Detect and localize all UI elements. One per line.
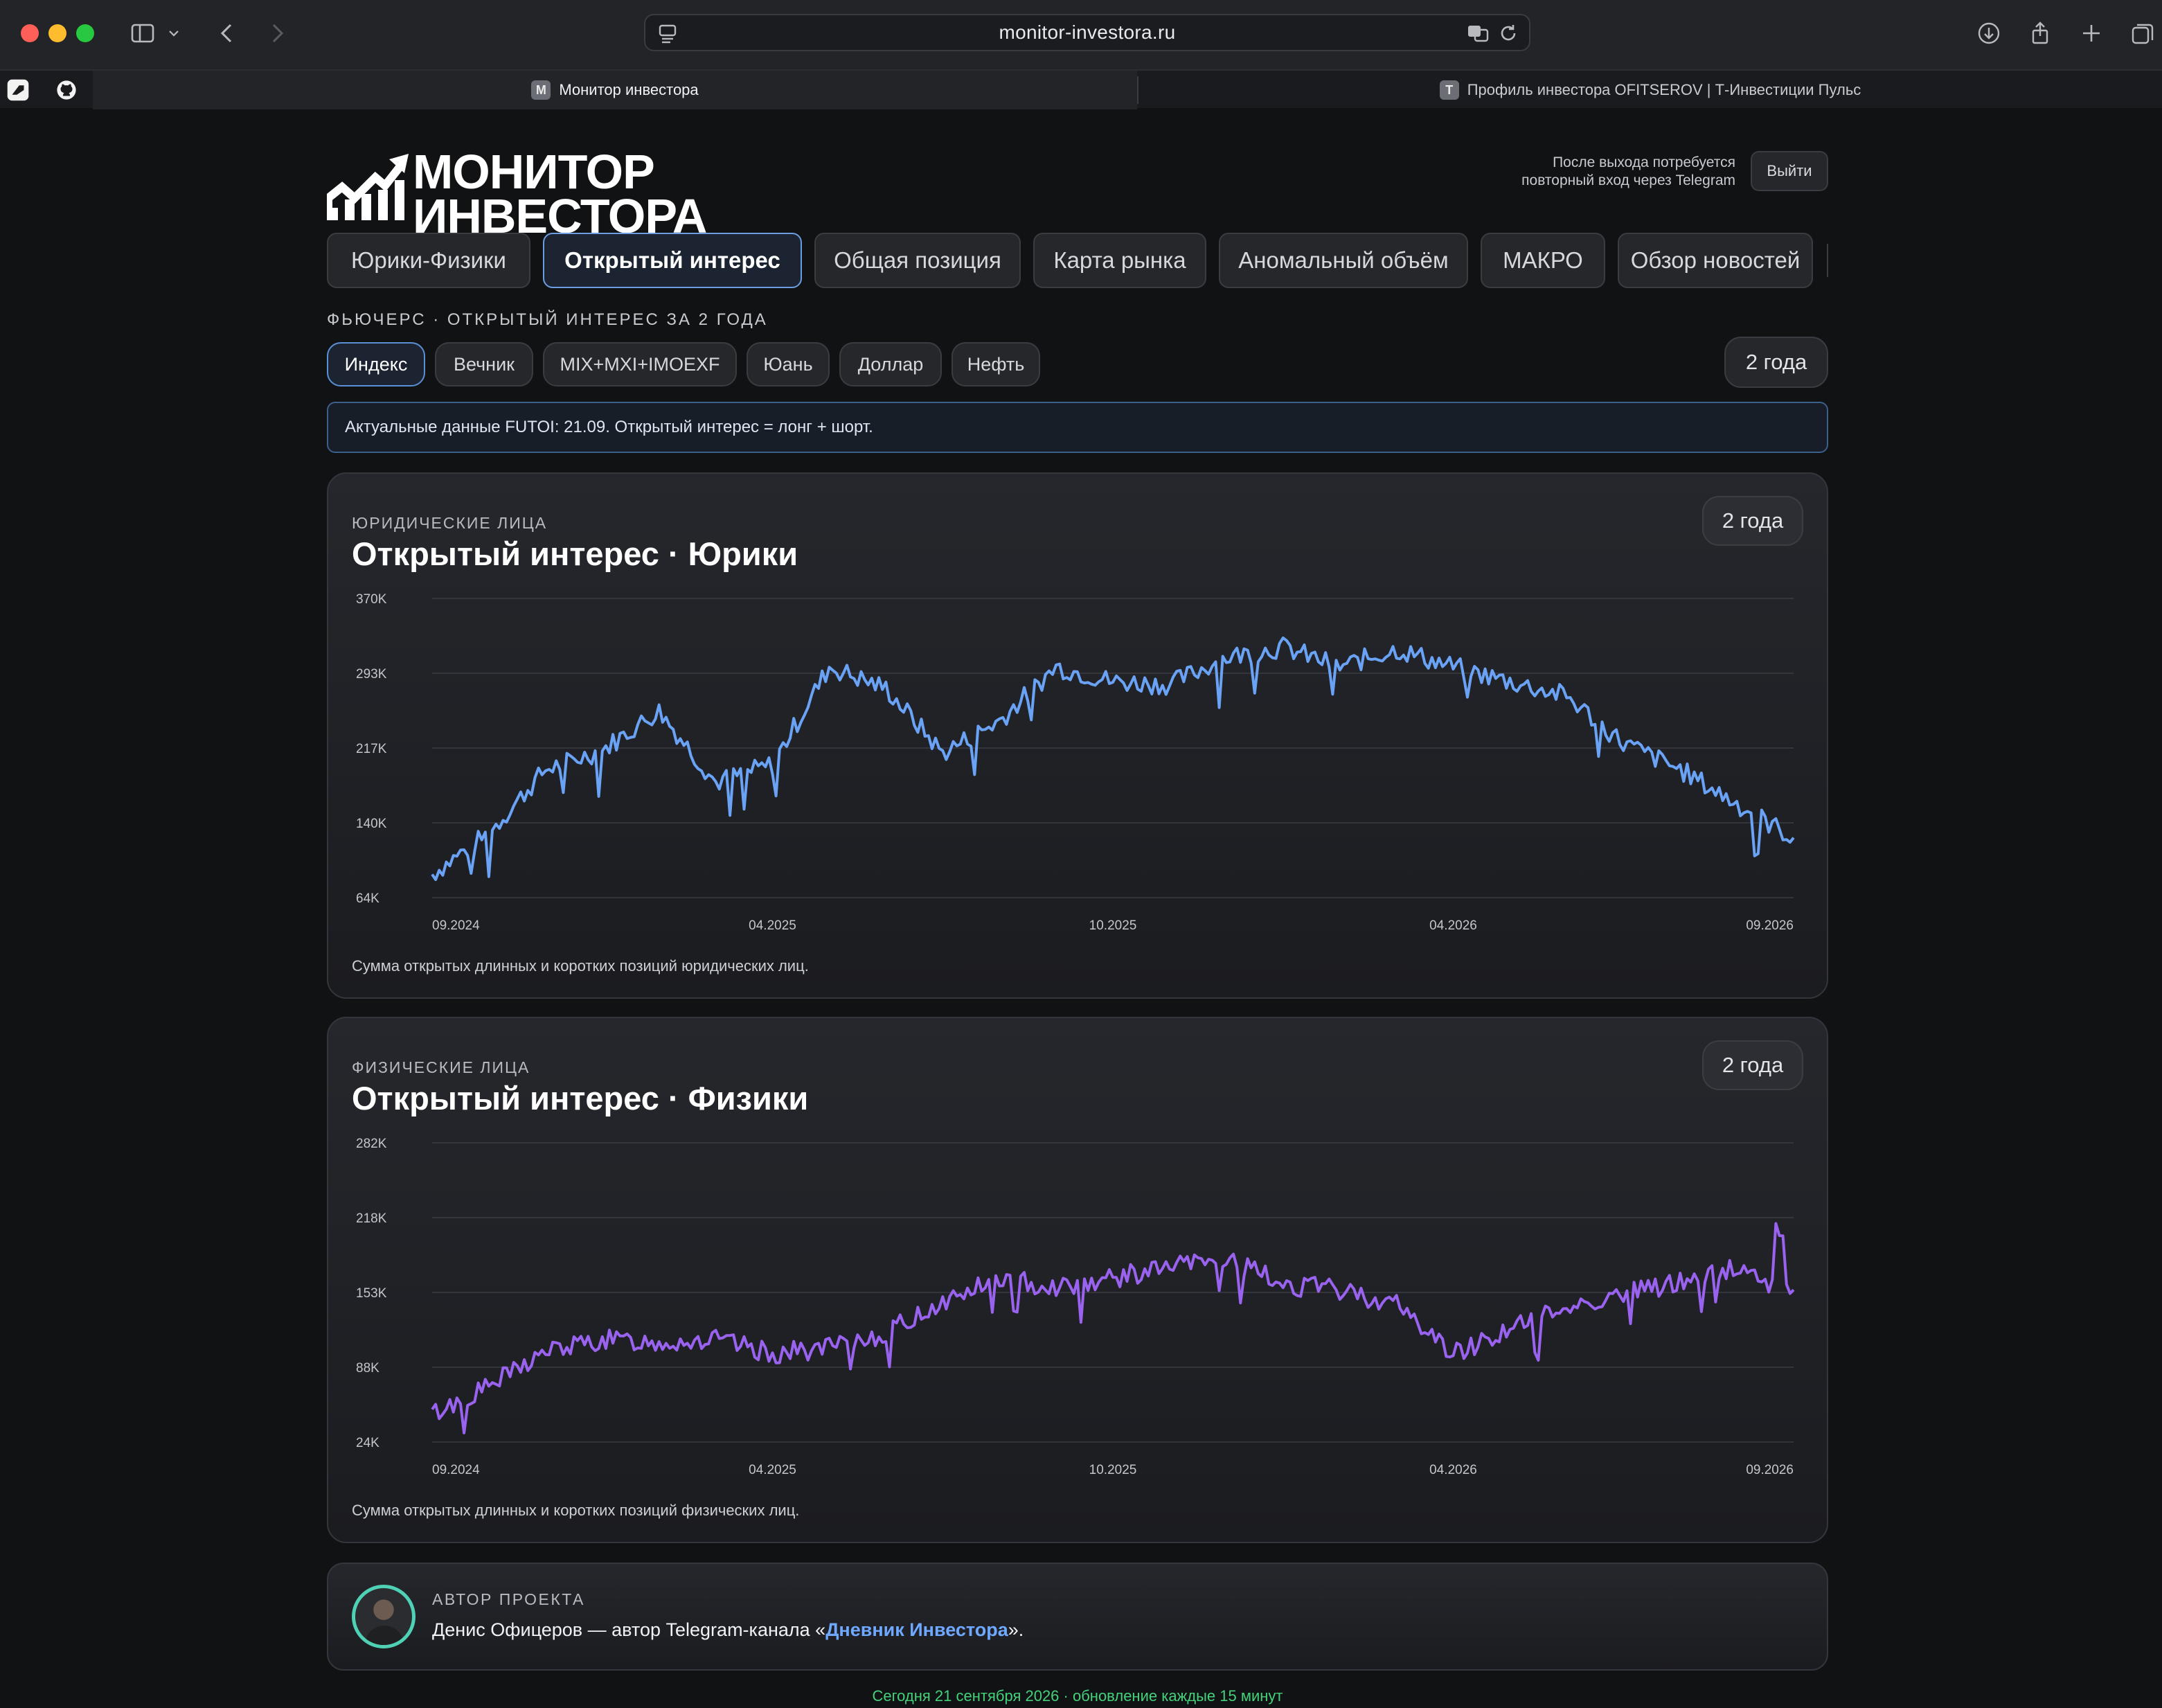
data-notice: Актуальные данные FUTOI: 21.09. Открытый… [327,402,1828,453]
share-icon[interactable] [2022,15,2058,51]
chevron-down-icon[interactable] [163,15,184,51]
pill-oil[interactable]: Нефть [952,342,1040,386]
card-title: Открытый интерес · Физики [352,1080,809,1117]
card-title: Открытый интерес · Юрики [352,535,798,572]
close-window-button[interactable] [21,24,39,42]
address-bar[interactable]: monitor-investora.ru [644,14,1530,51]
translate-icon[interactable] [1465,21,1490,46]
pill-vechnik[interactable]: Вечник [435,342,533,386]
reload-icon[interactable] [1496,21,1521,46]
tab-favicon: M [531,80,551,100]
pill-dollar[interactable]: Доллар [839,342,942,386]
browser-tab-bar: M Монитор инвестора T Профиль инвестора … [0,69,2162,109]
card-kicker: ФИЗИЧЕСКИЕ ЛИЦА [352,1058,530,1076]
y-tick-label: 282K [356,1137,387,1151]
x-tick-label: 04.2026 [1429,1463,1477,1477]
y-tick-label: 88K [356,1361,379,1376]
x-tick-label: 04.2025 [749,1463,796,1477]
logo-chart-icon [327,154,409,220]
x-tick-label: 10.2025 [1089,1463,1137,1477]
author-text-before: Денис Офицеров — автор Telegram-канала « [432,1619,826,1640]
nav-tab-news-review[interactable]: Обзор новостей [1618,233,1813,288]
x-tick-label: 10.2025 [1089,918,1137,933]
card-footnote: Сумма открытых длинных и коротких позици… [352,1502,800,1519]
x-tick-label: 09.2026 [1746,1463,1794,1477]
tab-title: Профиль инвестора OFITSEROV | Т-Инвестиц… [1467,81,1861,98]
nav-tab-open-interest[interactable]: Открытый интерес [543,233,802,288]
pill-yuan[interactable]: Юань [747,342,830,386]
x-tick-label: 09.2024 [432,1463,480,1477]
minimize-window-button[interactable] [48,24,66,42]
nav-tab-macro[interactable]: МАКРО [1481,233,1605,288]
chart-card-fiziki: ФИЗИЧЕСКИЕ ЛИЦА Открытый интерес · Физик… [327,1017,1828,1543]
x-tick-label: 09.2024 [432,918,480,933]
nav-tab-yuriki-fiziki[interactable]: Юрики-Физики [327,233,530,288]
nav-tab-total-position[interactable]: Общая позиция [814,233,1021,288]
card-footnote: Сумма открытых длинных и коротких позици… [352,957,809,975]
author-kicker: АВТОР ПРОЕКТА [432,1590,585,1608]
avatar [352,1585,416,1648]
y-tick-label: 293K [356,667,387,682]
card-kicker: ЮРИДИЧЕСКИЕ ЛИЦА [352,514,548,532]
series-line [431,1222,1795,1434]
pill-index[interactable]: Индекс [327,342,425,386]
author-channel-link[interactable]: Дневник Инвестора [825,1619,1008,1640]
logout-note: После выхода потребуется повторный вход … [1521,154,1735,190]
browser-chrome: monitor-investora.ru M [0,0,2162,109]
tab-overview-icon[interactable] [2125,15,2161,51]
pill-mix[interactable]: MIX+MXI+IMOEXF [543,342,737,386]
github-icon[interactable] [53,76,80,104]
tab-favicon: T [1439,80,1459,100]
y-tick-label: 218K [356,1211,387,1226]
browser-tab-monitor[interactable]: M Монитор инвестора [93,71,1137,109]
update-status: Сегодня 21 сентября 2026 · обновление ка… [872,1687,1283,1705]
downloads-icon[interactable] [1971,15,2007,51]
page-menu-icon[interactable] [655,21,680,46]
y-tick-label: 24K [356,1436,379,1450]
logout-button[interactable]: Выйти [1751,151,1828,191]
x-tick-label: 09.2026 [1746,918,1794,933]
new-tab-plus-icon[interactable] [2073,15,2109,51]
section-caption: ФЬЮЧЕРС · ОТКРЫТЫЙ ИНТЕРЕС ЗА 2 ГОДА [327,310,768,329]
author-card: АВТОР ПРОЕКТА Денис Офицеров — автор Tel… [327,1563,1828,1671]
series-line [431,637,1795,881]
nav-tab-anomalous-volume[interactable]: Аномальный объём [1219,233,1468,288]
y-tick-label: 217K [356,742,387,756]
forward-arrow-icon[interactable] [259,15,295,51]
tab-title: Монитор инвестора [559,81,699,98]
site-logo[interactable]: МОНИТОР ИНВЕСТОРА [327,129,756,240]
open-interest-fiziki-chart: 282K 218K 153K 88K 24K 09.2024 04.2025 10.2025 0… [356,1137,1795,1477]
url-text[interactable]: monitor-investora.ru [999,21,1176,43]
maximize-window-button[interactable] [76,24,94,42]
card-period-button[interactable]: 2 года [1702,1040,1803,1090]
pinned-tab-app-icon[interactable] [4,76,32,104]
main-nav: Юрики-Физики Открытый интерес Общая пози… [327,233,1828,288]
author-text: Денис Офицеров — автор Telegram-канала «… [432,1619,1024,1641]
logo-line-2: ИНВЕСТОРА [413,189,707,243]
author-text-after: ». [1008,1619,1024,1640]
browser-tab-profile[interactable]: T Профиль инвестора OFITSEROV | Т-Инвест… [1138,71,2162,109]
y-tick-label: 153K [356,1286,387,1301]
y-tick-label: 64K [356,891,379,906]
chart-card-yuriki: ЮРИДИЧЕСКИЕ ЛИЦА Открытый интерес · Юрик… [327,472,1828,999]
logout-note-line-1: После выхода потребуется [1553,154,1735,170]
tab-divider [1137,76,1138,104]
nav-tab-market-map[interactable]: Карта рынка [1033,233,1206,288]
open-interest-yuriki-chart: 370K 293K 217K 140K 64K 09.2024 04.2025 10.2025… [356,592,1795,933]
x-tick-label: 04.2025 [749,918,796,933]
x-tick-label: 04.2026 [1429,918,1477,933]
period-selector[interactable]: 2 года [1724,337,1828,388]
logout-note-line-2: повторный вход через Telegram [1521,172,1735,188]
sidebar-toggle-icon[interactable] [125,15,161,51]
logo-line-1: МОНИТОР [413,145,655,199]
nav-scroll-edge [1827,244,1828,277]
y-tick-label: 370K [356,592,387,607]
logo-wordmark: МОНИТОР ИНВЕСТОРА [413,145,707,243]
y-tick-label: 140K [356,817,387,831]
back-arrow-icon[interactable] [209,15,245,51]
card-period-button[interactable]: 2 года [1702,496,1803,546]
browser-toolbar: monitor-investora.ru [0,0,2162,66]
